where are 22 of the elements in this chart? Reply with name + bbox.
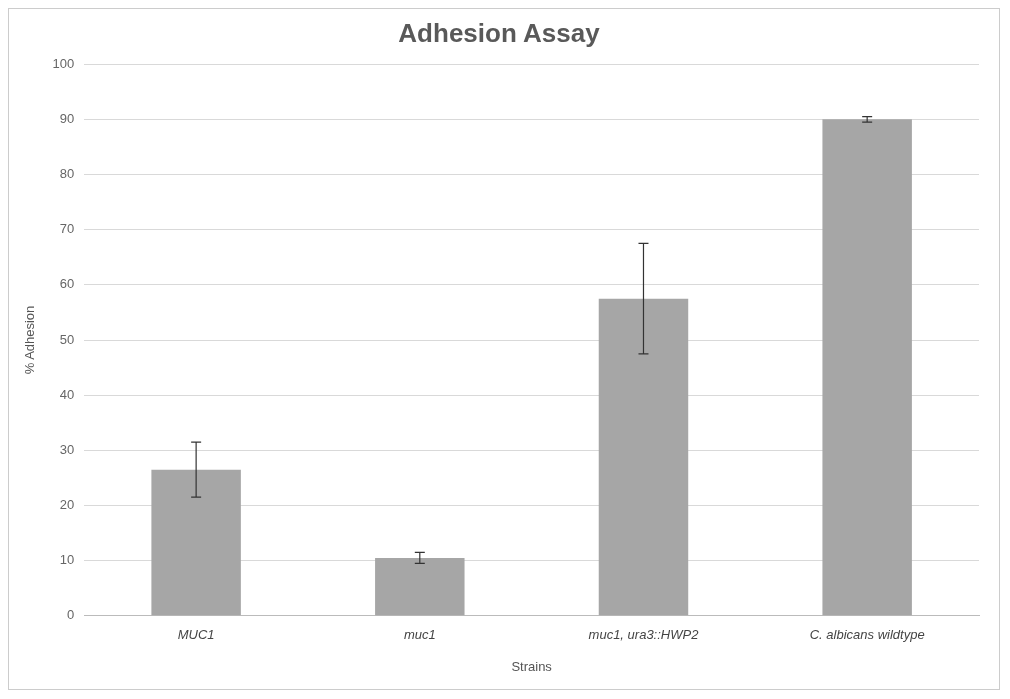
bar [598, 298, 689, 616]
x-tick-label: MUC1 [177, 627, 215, 643]
y-tick-label: 20 [59, 497, 75, 513]
y-tick-label: 100 [52, 55, 75, 71]
y-tick-label: 30 [59, 441, 75, 457]
x-tick-label: muc1, ura3::HWP2 [588, 627, 700, 643]
x-tick-label: C. albicans wildtype [809, 627, 925, 643]
y-axis-title: % Adhesion [22, 305, 38, 375]
chart-title: Adhesion Assay [398, 17, 601, 48]
x-tick-label: muc1 [403, 627, 436, 643]
x-axis-title: Strains [511, 658, 553, 674]
y-tick-label: 50 [59, 331, 75, 347]
bar [822, 119, 912, 616]
y-tick-label: 90 [59, 110, 75, 126]
bar [151, 469, 241, 616]
y-tick-label: 80 [59, 166, 75, 182]
y-tick-label: 70 [59, 221, 75, 237]
y-tick-label: 0 [67, 607, 75, 623]
y-tick-label: 60 [59, 276, 75, 292]
y-tick-label: 40 [59, 386, 75, 402]
bar [375, 557, 465, 616]
y-tick-label: 10 [59, 552, 75, 568]
